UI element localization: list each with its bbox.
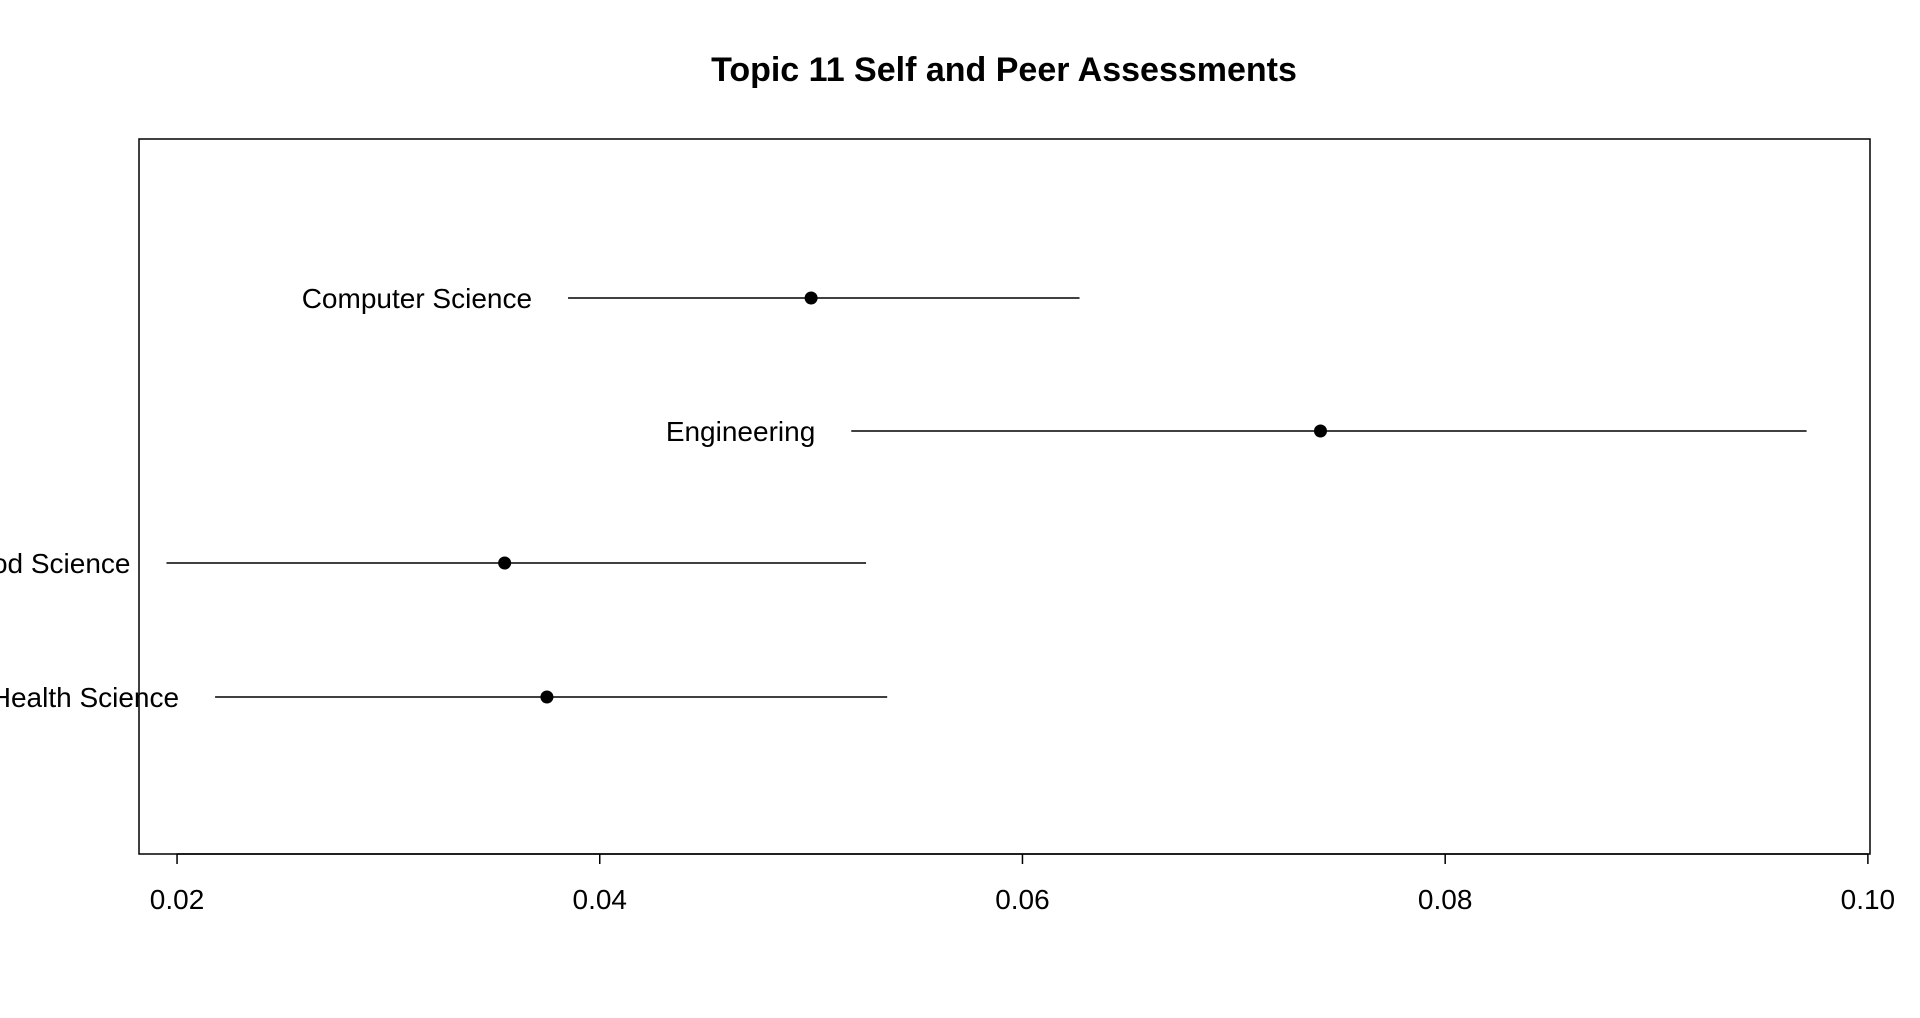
x-tick-label: 0.10 (1841, 884, 1896, 915)
data-row: Food Science (0, 548, 867, 579)
category-label: Computer Science (302, 283, 532, 314)
data-marks: Computer Science Engineering Food Science H… (0, 283, 1807, 713)
category-label: Food Science (0, 548, 130, 579)
estimate-point (804, 291, 818, 305)
data-row: Engineering (666, 416, 1807, 447)
x-tick-label: 0.02 (150, 884, 205, 915)
estimate-point (498, 556, 512, 570)
x-axis: 0.02 0.04 0.06 0.08 0.10 (150, 853, 1896, 915)
chart-title: Topic 11 Self and Peer Assessments (711, 51, 1297, 89)
x-tick-label: 0.06 (995, 884, 1050, 915)
estimate-point (540, 690, 554, 704)
x-tick-label: 0.04 (573, 884, 628, 915)
data-row: Computer Science (302, 283, 1080, 314)
plot-frame (138, 138, 1871, 855)
data-row: Health Science (0, 682, 888, 713)
x-tick-label: 0.08 (1418, 884, 1473, 915)
category-label: Health Science (0, 682, 179, 713)
category-label: Engineering (666, 416, 815, 447)
estimate-point (1313, 424, 1327, 438)
